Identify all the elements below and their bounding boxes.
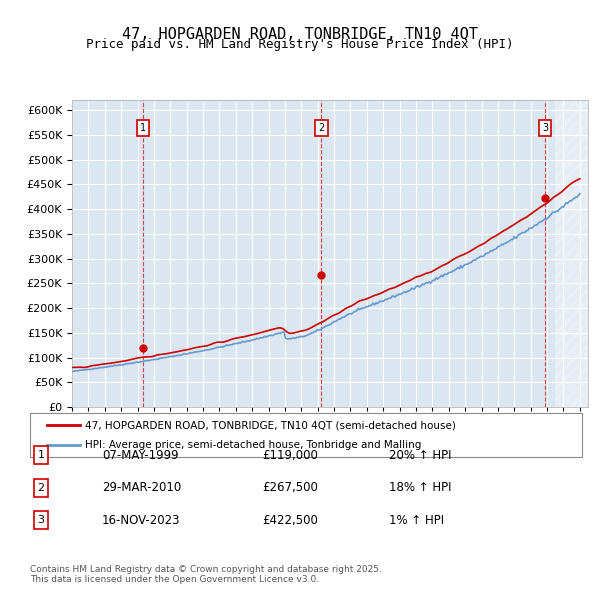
Text: £422,500: £422,500 (262, 514, 318, 527)
Text: HPI: Average price, semi-detached house, Tonbridge and Malling: HPI: Average price, semi-detached house,… (85, 440, 422, 450)
Text: £267,500: £267,500 (262, 481, 318, 494)
Text: 47, HOPGARDEN ROAD, TONBRIDGE, TN10 4QT: 47, HOPGARDEN ROAD, TONBRIDGE, TN10 4QT (122, 27, 478, 41)
Text: 2: 2 (319, 123, 325, 133)
Text: Price paid vs. HM Land Registry's House Price Index (HPI): Price paid vs. HM Land Registry's House … (86, 38, 514, 51)
Text: 3: 3 (542, 123, 548, 133)
Text: 1% ↑ HPI: 1% ↑ HPI (389, 514, 444, 527)
Text: 20% ↑ HPI: 20% ↑ HPI (389, 449, 451, 462)
FancyBboxPatch shape (30, 413, 582, 457)
Text: 29-MAR-2010: 29-MAR-2010 (102, 481, 181, 494)
Text: 1: 1 (38, 450, 44, 460)
Text: 3: 3 (38, 515, 44, 525)
Text: 18% ↑ HPI: 18% ↑ HPI (389, 481, 451, 494)
Text: 16-NOV-2023: 16-NOV-2023 (102, 514, 180, 527)
Bar (555, 100, 588, 407)
Text: £119,000: £119,000 (262, 449, 318, 462)
Text: 07-MAY-1999: 07-MAY-1999 (102, 449, 178, 462)
Text: Contains HM Land Registry data © Crown copyright and database right 2025.
This d: Contains HM Land Registry data © Crown c… (30, 565, 382, 584)
Text: 1: 1 (140, 123, 146, 133)
Text: 47, HOPGARDEN ROAD, TONBRIDGE, TN10 4QT (semi-detached house): 47, HOPGARDEN ROAD, TONBRIDGE, TN10 4QT … (85, 421, 456, 430)
Text: 2: 2 (37, 483, 44, 493)
